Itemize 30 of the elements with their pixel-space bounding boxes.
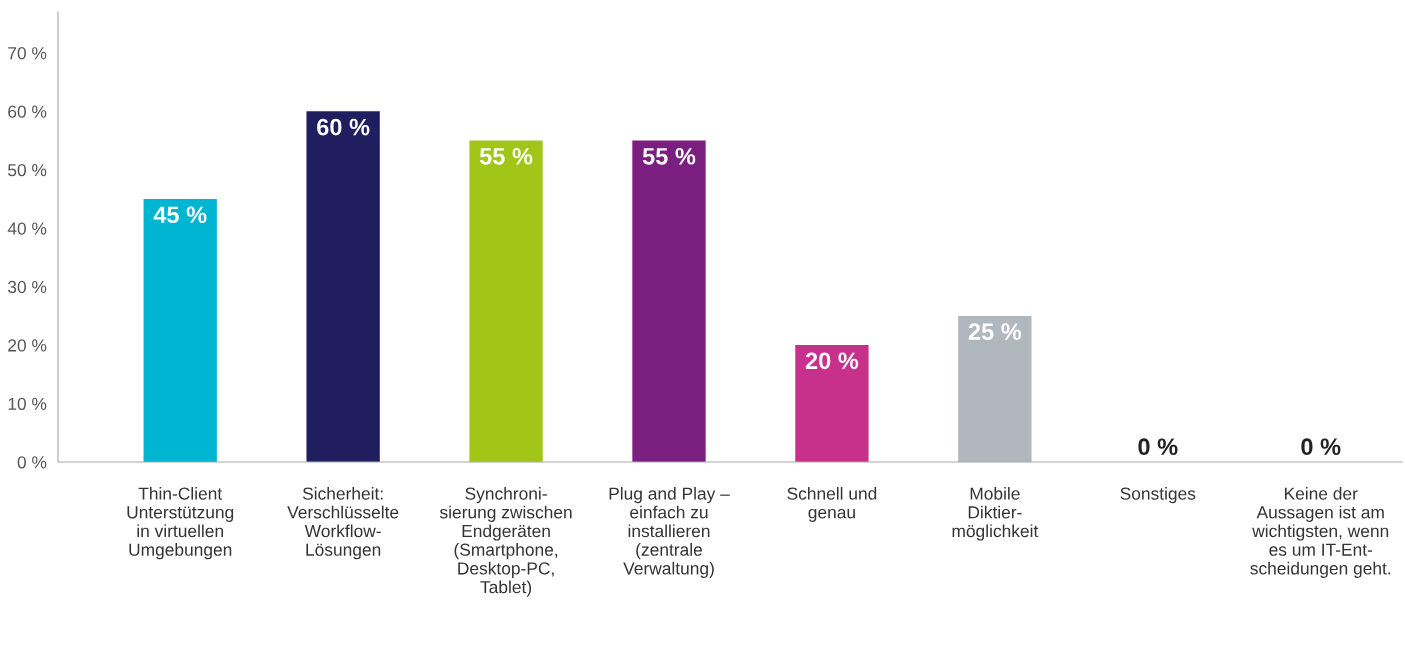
data-label: 25 % xyxy=(968,323,1022,340)
data-label: 0 % xyxy=(1301,438,1341,456)
y-tick-label: 40 % xyxy=(7,222,47,235)
x-tick-label: Sicherheit: Verschlüsselte Workflow- Lösungen xyxy=(287,487,399,560)
bar xyxy=(632,140,706,462)
y-tick-label: 50 % xyxy=(8,163,47,177)
data-label: 0 % xyxy=(1138,438,1178,456)
bar xyxy=(143,199,217,462)
bar xyxy=(795,345,869,462)
x-tick-label: Synchroni- sierung zwischen Endgeräten (Smartphone, Desktop-PC, Tablet) xyxy=(439,487,572,597)
y-tick-label: 0 % xyxy=(17,456,47,469)
x-tick-label: Schnell und genau xyxy=(787,487,877,522)
bar xyxy=(306,111,380,462)
x-tick-label: Plug and Play – einfach zu installieren (zentrale Verwaltung) xyxy=(609,487,730,578)
y-tick-label: 30 % xyxy=(7,280,47,294)
y-tick-label: 70 % xyxy=(8,47,47,60)
data-label: 55 % xyxy=(642,148,696,165)
data-label: 60 % xyxy=(317,118,370,136)
data-label: 20 % xyxy=(805,352,859,370)
y-tick-label: 60 % xyxy=(8,105,47,118)
data-label: 45 % xyxy=(153,206,207,224)
bar xyxy=(469,140,543,462)
y-tick-label: 20 % xyxy=(8,339,47,352)
x-tick-label: Sonstiges xyxy=(1120,487,1196,504)
x-tick-label: Thin-Client Unterstützung in virtuellen Umgebungen xyxy=(127,487,234,560)
bar xyxy=(958,315,1032,462)
x-tick-label: Keine der Aussagen ist am wichtigsten, wenn es um IT-Ent- scheidungen geht. xyxy=(1250,487,1391,578)
x-tick-label: Mobile Diktier- möglichkeit xyxy=(952,487,1039,541)
y-tick-label: 10 % xyxy=(8,397,47,411)
data-label: 55 % xyxy=(479,148,533,165)
